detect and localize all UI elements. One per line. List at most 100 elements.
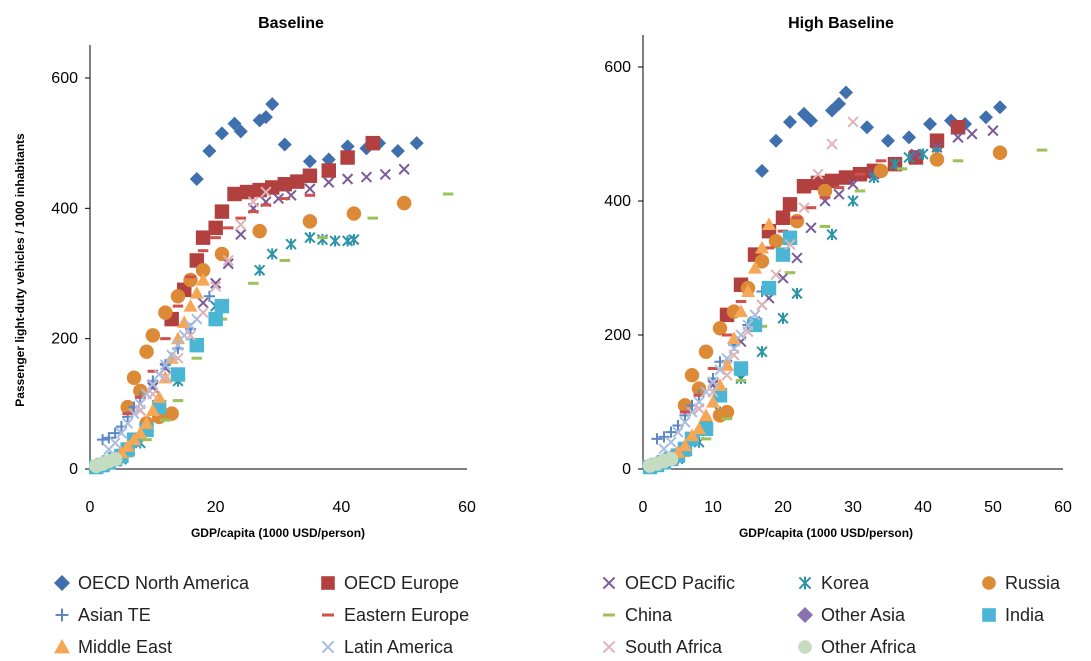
data-point-middle-east <box>145 403 160 416</box>
data-point-middle-east <box>699 408 713 421</box>
data-point-oecd-pacific <box>398 163 410 175</box>
legend-label: Russia <box>1005 573 1061 593</box>
data-point-oecd-pacific <box>360 171 373 183</box>
data-point-middle-east <box>139 416 154 429</box>
data-point-eastern-europe <box>235 216 247 220</box>
data-point-south-africa <box>172 352 184 364</box>
data-point-china <box>172 399 184 403</box>
data-point-india <box>189 337 205 353</box>
data-point-eastern-europe <box>210 236 221 240</box>
data-point-oecd-north-america <box>233 124 248 139</box>
data-point-latin-america <box>686 406 698 418</box>
data-point-korea <box>329 235 341 247</box>
data-point-latin-america <box>735 329 747 341</box>
data-point-eastern-europe <box>875 159 887 163</box>
data-point-oecd-pacific <box>210 277 222 289</box>
data-point-south-africa <box>222 254 234 267</box>
data-point-oecd-pacific <box>304 183 316 195</box>
legend-label: Korea <box>821 573 870 593</box>
legend-label: Other Africa <box>821 637 917 657</box>
legend: OECD North America OECD Europe OECD Pacifi… <box>54 573 1061 657</box>
legend-item-other-asia: Other Asia <box>797 605 906 625</box>
data-point-oecd-pacific <box>323 176 335 188</box>
legend-marker-asian-te <box>55 608 69 622</box>
data-point-china <box>279 258 291 262</box>
data-point-oecd-north-america <box>302 154 317 169</box>
data-point-china <box>1036 148 1048 152</box>
data-point-middle-east <box>189 286 204 299</box>
data-point-china <box>721 417 733 421</box>
data-point-oecd-europe <box>782 197 798 212</box>
data-point-russia <box>754 254 770 269</box>
data-point-middle-east <box>685 428 699 442</box>
legend-marker-middle-east <box>54 639 70 654</box>
data-point-russia <box>817 183 833 199</box>
legend-item-other-africa: Other Africa <box>798 637 917 657</box>
data-point-latin-america <box>749 309 761 321</box>
data-point-oecd-europe <box>950 120 966 135</box>
data-point-china <box>317 236 328 240</box>
data-point-china <box>784 271 796 275</box>
data-point-asian-te <box>203 290 215 302</box>
data-point-oecd-north-america <box>265 97 280 112</box>
high-baseline-y-tick-label: 200 <box>604 327 631 344</box>
legend-label: Other Asia <box>821 605 906 625</box>
data-point-south-africa <box>260 186 272 198</box>
data-point-south-africa <box>707 386 719 398</box>
baseline-x-tick-label: 60 <box>458 499 476 516</box>
data-point-oecd-north-america <box>993 100 1007 115</box>
data-point-latin-america <box>122 417 134 429</box>
legend-item-middle-east: Middle East <box>54 637 172 657</box>
data-point-middle-east <box>196 273 211 286</box>
data-point-russia <box>195 263 211 278</box>
data-point-oecd-europe <box>929 133 945 148</box>
data-point-russia <box>873 163 889 179</box>
baseline-series-other-africa <box>89 452 123 473</box>
data-point-india <box>782 230 798 246</box>
data-point-russia <box>691 381 707 396</box>
data-point-china <box>442 192 454 196</box>
baseline-series-south-africa <box>134 186 272 416</box>
data-point-latin-america <box>714 364 726 376</box>
high-baseline-y-tick-label: 600 <box>604 59 631 76</box>
data-point-oecd-pacific <box>235 228 247 241</box>
data-point-south-africa <box>184 329 197 342</box>
legend-marker-other-africa <box>798 640 812 654</box>
data-point-russia <box>133 383 148 399</box>
data-point-russia <box>992 145 1008 160</box>
legend-label: South Africa <box>625 637 723 657</box>
legend-marker-korea <box>798 576 812 590</box>
data-point-eastern-europe <box>260 203 272 207</box>
data-point-south-africa <box>784 238 796 251</box>
data-point-other-africa <box>663 451 679 467</box>
data-point-asian-te <box>658 431 670 443</box>
data-point-oecd-north-america <box>804 113 818 128</box>
data-point-russia <box>789 213 805 229</box>
data-point-south-africa <box>756 299 768 311</box>
data-point-eastern-europe <box>185 275 196 279</box>
data-point-oecd-north-america <box>769 133 783 148</box>
data-point-middle-east <box>183 299 198 312</box>
data-point-eastern-europe <box>854 172 866 176</box>
data-point-korea <box>316 234 329 246</box>
data-point-eastern-europe <box>197 249 209 253</box>
baseline-points <box>89 97 454 475</box>
data-point-oecd-north-america <box>839 85 853 100</box>
data-point-latin-america <box>172 339 184 351</box>
legend-item-oecd-europe: OECD Europe <box>321 573 459 593</box>
data-point-russia <box>302 214 318 229</box>
legend-item-asian-te: Asian TE <box>55 605 151 625</box>
data-point-india <box>712 388 728 403</box>
data-point-eastern-europe <box>721 333 733 337</box>
legend-marker-latin-america <box>321 640 335 654</box>
legend-item-south-africa: South Africa <box>602 637 723 657</box>
data-point-russia <box>929 152 945 167</box>
legend-marker-eastern-europe <box>322 613 334 617</box>
data-point-eastern-europe <box>791 216 803 220</box>
data-point-eastern-europe <box>172 304 184 308</box>
data-point-russia <box>684 367 700 383</box>
legend-marker-other-asia <box>797 607 813 623</box>
data-point-oecd-north-america <box>277 137 292 152</box>
legend-item-oecd-pacific: OECD Pacific <box>602 573 735 593</box>
